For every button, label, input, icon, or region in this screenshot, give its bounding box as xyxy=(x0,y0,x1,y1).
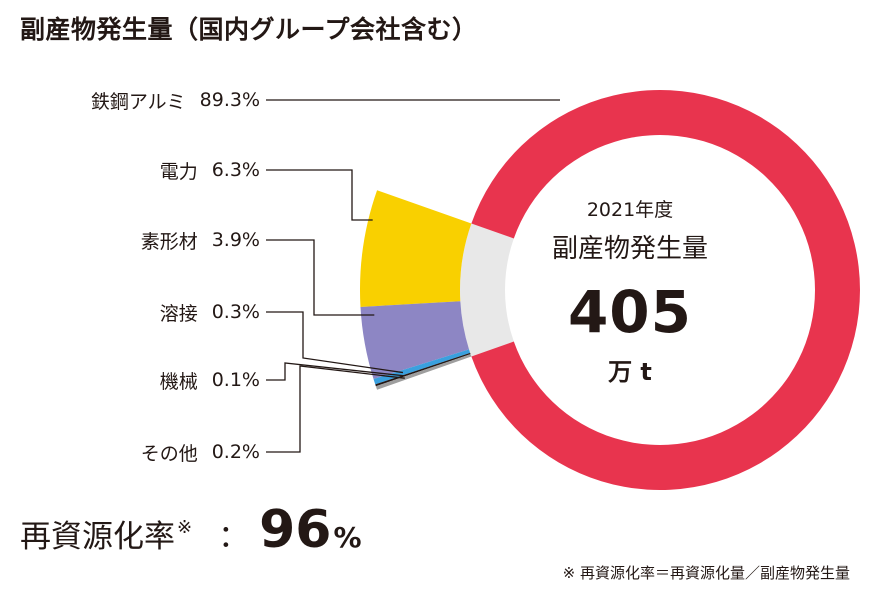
label-category: 溶接 xyxy=(159,302,198,325)
label-category: 素形材 xyxy=(140,230,198,253)
recycling-rate-value: 96 xyxy=(259,500,332,560)
label-category: 鉄鋼アルミ xyxy=(90,90,186,113)
label-category: 電力 xyxy=(159,160,198,183)
donut-inner-ring xyxy=(460,223,514,357)
label-percent: 89.3% xyxy=(199,89,260,111)
label-category: その他 xyxy=(140,442,198,465)
leader-lines xyxy=(266,99,560,453)
footnote: ※ 再資源化率＝再資源化量／副産物発生量 xyxy=(562,564,850,582)
slice-rest-inner xyxy=(460,223,514,357)
label-percent: 6.3% xyxy=(211,159,260,181)
label-percent: 0.3% xyxy=(211,301,260,323)
slice-素形材 xyxy=(360,301,470,380)
slice-電力 xyxy=(360,190,472,307)
label-素形材: 素形材 3.9% xyxy=(141,226,260,254)
chart-title: 副産物発生量（国内グループ会社含む） xyxy=(20,15,478,44)
recycling-rate: 再資源化率 ※ ： 96 % xyxy=(20,500,362,560)
center-value: 405 xyxy=(567,278,693,346)
label-percent: 0.1% xyxy=(211,369,260,391)
label-溶接: 溶接 0.3% xyxy=(160,298,260,326)
label-その他: その他 0.2% xyxy=(141,438,260,466)
label-電力: 電力 6.3% xyxy=(160,156,260,184)
label-機械: 機械 0.1% xyxy=(160,366,260,394)
slice-その他 xyxy=(375,354,472,390)
leader-電力 xyxy=(266,169,373,221)
label-percent: 0.2% xyxy=(211,441,260,463)
leader-機械 xyxy=(266,362,405,381)
center-name: 副産物発生量 xyxy=(551,234,708,264)
center-year: 2021年度 xyxy=(586,199,674,221)
center-unit: 万 t xyxy=(608,358,652,386)
leader-溶接 xyxy=(266,311,404,374)
label-percent: 3.9% xyxy=(211,229,260,251)
leader-素形材 xyxy=(266,239,375,316)
leader-その他 xyxy=(266,365,405,453)
recycling-rate-percent: % xyxy=(333,521,362,554)
recycling-rate-label: 再資源化率 xyxy=(20,519,175,555)
label-鉄鋼アルミ: 鉄鋼アルミ 89.3% xyxy=(91,86,260,114)
label-category: 機械 xyxy=(159,370,198,393)
recycling-rate-note-mark: ※ xyxy=(177,517,193,538)
recycling-rate-colon: ： xyxy=(218,519,250,555)
